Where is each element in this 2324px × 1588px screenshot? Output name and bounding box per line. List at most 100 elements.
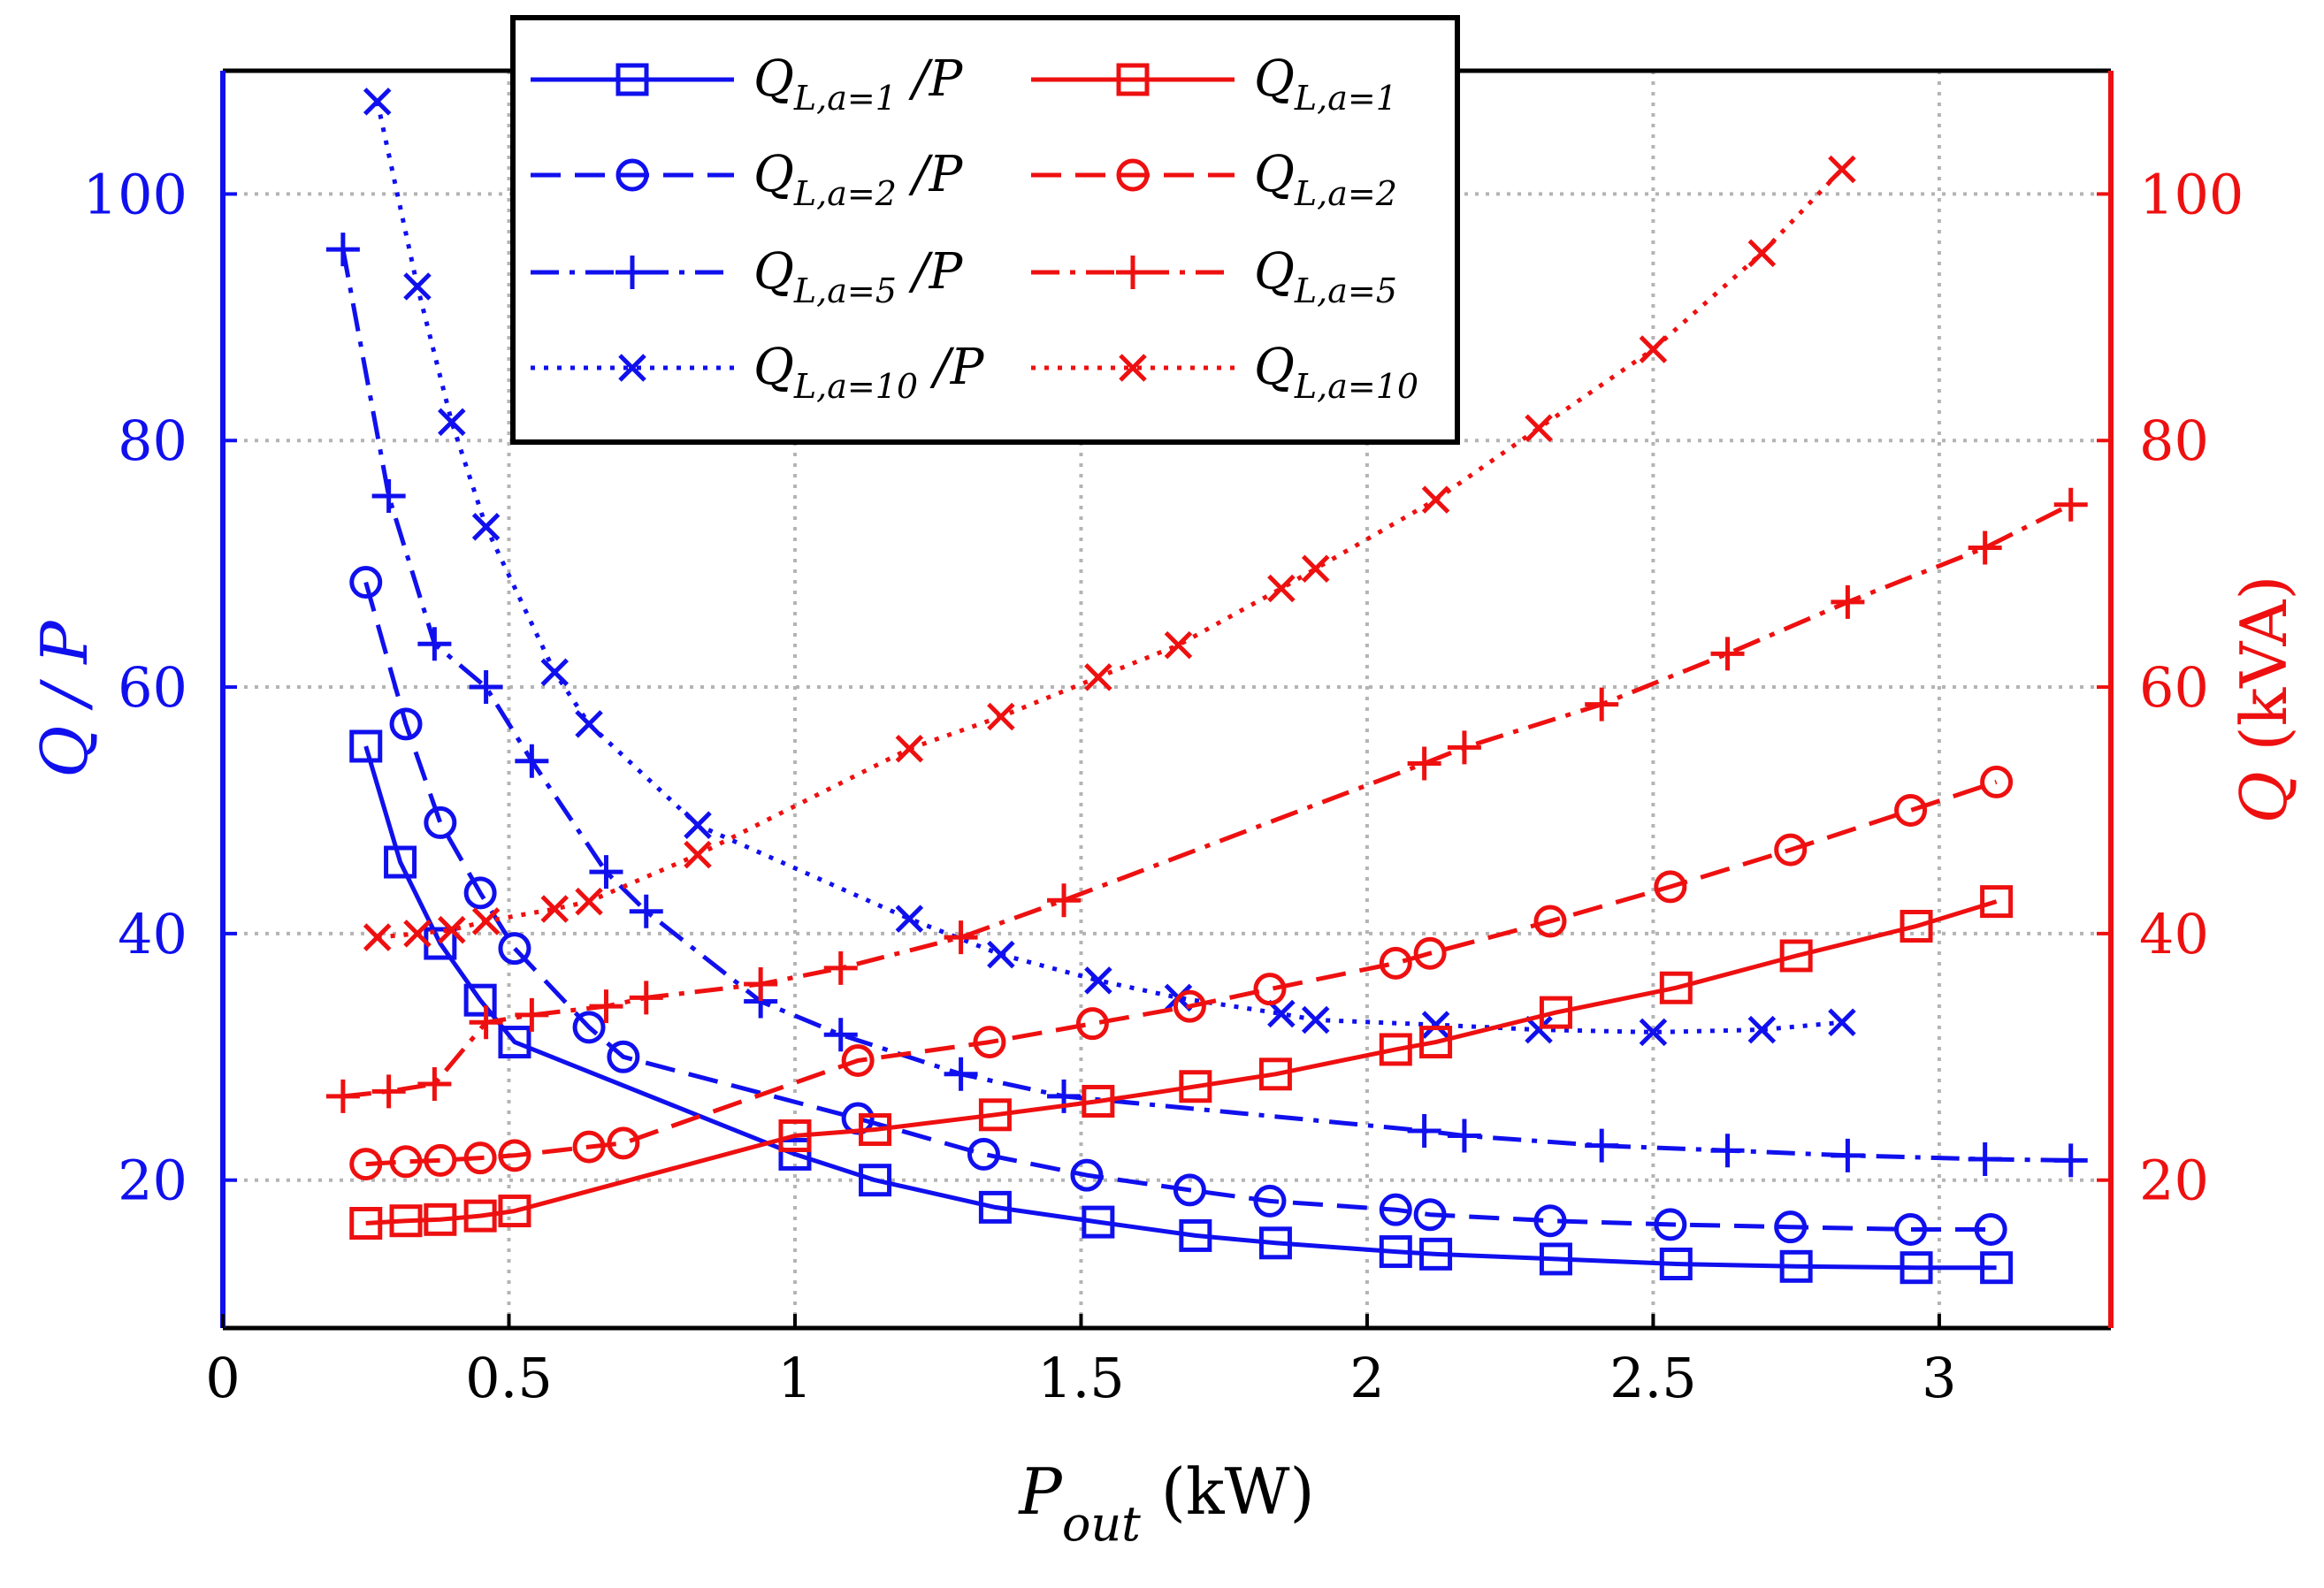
marker-circle: [463, 1141, 497, 1175]
marker-x: [438, 408, 466, 437]
marker-circle: [967, 1137, 1000, 1171]
series-line: [363, 745, 1997, 1271]
legend-label: QL,a=2 /P: [753, 146, 964, 213]
marker-plus: [469, 670, 503, 705]
marker-square: [859, 1113, 892, 1147]
marker-square: [463, 983, 497, 1017]
marker-plus: [1710, 1134, 1745, 1168]
marker-plus: [1968, 1142, 2002, 1177]
marker-x: [1084, 663, 1112, 691]
series-group: [325, 88, 2088, 1285]
marker-square: [1179, 1070, 1212, 1103]
marker-x: [618, 354, 646, 382]
x-tick-label: 2.5: [1609, 1346, 1697, 1410]
marker-square: [1980, 1251, 2014, 1285]
x-tick-label: 1.5: [1037, 1346, 1125, 1410]
marker-circle: [973, 1026, 1006, 1059]
marker-plus: [744, 967, 778, 1002]
x-tick-label: 0: [205, 1346, 240, 1410]
marker-plus: [325, 233, 360, 267]
marker-square: [498, 1195, 531, 1228]
marker-circle: [1654, 1208, 1687, 1241]
series-line: [365, 780, 1998, 1167]
marker-x: [1301, 554, 1330, 583]
marker-circle: [349, 1148, 383, 1181]
legend-item: QL,a=2: [1031, 146, 1397, 213]
marker-circle: [1379, 1193, 1412, 1226]
legend-label: QL,a=2: [1254, 146, 1397, 213]
legend-box: [510, 15, 1460, 445]
legend-item: QL,a=1 /P: [531, 50, 964, 118]
marker-square: [349, 1207, 383, 1240]
left-y-tick-label: 60: [118, 655, 187, 720]
legend-item: QL,a=1: [1031, 50, 1397, 118]
marker-square: [978, 1190, 1012, 1224]
marker-circle: [607, 1040, 640, 1073]
marker-square: [424, 1202, 457, 1236]
marker-plus: [371, 478, 406, 513]
marker-x: [540, 658, 570, 687]
marker-x: [1084, 966, 1112, 995]
marker-plus: [469, 1005, 503, 1040]
marker-circle: [1894, 1212, 1928, 1246]
marker-circle: [424, 1143, 457, 1177]
marker-circle: [572, 1130, 606, 1164]
marker-square: [1258, 1057, 1292, 1091]
marker-circle: [389, 1145, 423, 1179]
marker-x: [575, 887, 603, 916]
marker-square: [1980, 885, 2014, 919]
marker-plus: [1585, 1128, 1619, 1163]
marker-circle: [1533, 905, 1567, 938]
marker-circle: [1173, 1173, 1206, 1207]
marker-circle: [1070, 1158, 1104, 1192]
marker-plus: [1407, 746, 1441, 781]
right-y-tick-label: 80: [2139, 408, 2209, 473]
marker-circle: [1533, 1204, 1567, 1238]
marker-circle: [1774, 1210, 1808, 1244]
marker-x: [1828, 1008, 1856, 1037]
marker-square: [978, 1098, 1012, 1132]
marker-x: [403, 920, 432, 948]
marker-plus: [1831, 584, 1865, 619]
legend-item: QL,a=10 /P: [531, 339, 985, 406]
right-y-tick-label: 40: [2139, 902, 2209, 966]
marker-plus: [1447, 1118, 1481, 1153]
legend-item: QL,a=5 /P: [531, 243, 964, 310]
marker-square: [1379, 1033, 1412, 1066]
legend: QL,a=1 /P QL,a=1 QL,a=2 /P QL,a=2 QL,a=5 /P Q…: [510, 15, 1460, 445]
marker-circle: [1980, 765, 2014, 798]
marker-x: [1639, 1018, 1668, 1047]
series-line: [365, 899, 1998, 1225]
marker-square: [1779, 939, 1813, 973]
marker-circle: [349, 566, 383, 599]
marker-square: [778, 1137, 812, 1171]
series-1: [349, 729, 2014, 1285]
marker-square: [1082, 1084, 1115, 1118]
marker-plus: [371, 1074, 406, 1109]
marker-circle: [1413, 1198, 1447, 1232]
marker-circle: [1974, 1212, 2007, 1246]
marker-x: [471, 513, 501, 541]
marker-square: [1900, 1251, 1933, 1285]
series-line: [363, 581, 1991, 1232]
marker-plus: [1585, 687, 1619, 721]
left-y-tick-label: 80: [118, 408, 187, 473]
marker-x: [1525, 414, 1553, 443]
marker-circle: [463, 876, 497, 910]
legend-label: QL,a=10 /P: [753, 339, 985, 406]
marker-circle: [1413, 936, 1447, 970]
marker-square: [1539, 996, 1572, 1029]
marker-square: [1258, 1226, 1292, 1260]
series-line: [377, 167, 1844, 940]
series-line: [342, 502, 2072, 1099]
marker-x: [1119, 354, 1147, 382]
marker-x: [684, 811, 712, 839]
marker-square: [1179, 1218, 1212, 1252]
x-tick-label: 2: [1349, 1346, 1384, 1410]
marker-square: [498, 1026, 531, 1059]
marker-plus: [589, 989, 623, 1024]
x-tick-label: 3: [1922, 1346, 1956, 1410]
marker-square: [349, 729, 383, 763]
legend-label: QL,a=10: [1254, 339, 1418, 406]
